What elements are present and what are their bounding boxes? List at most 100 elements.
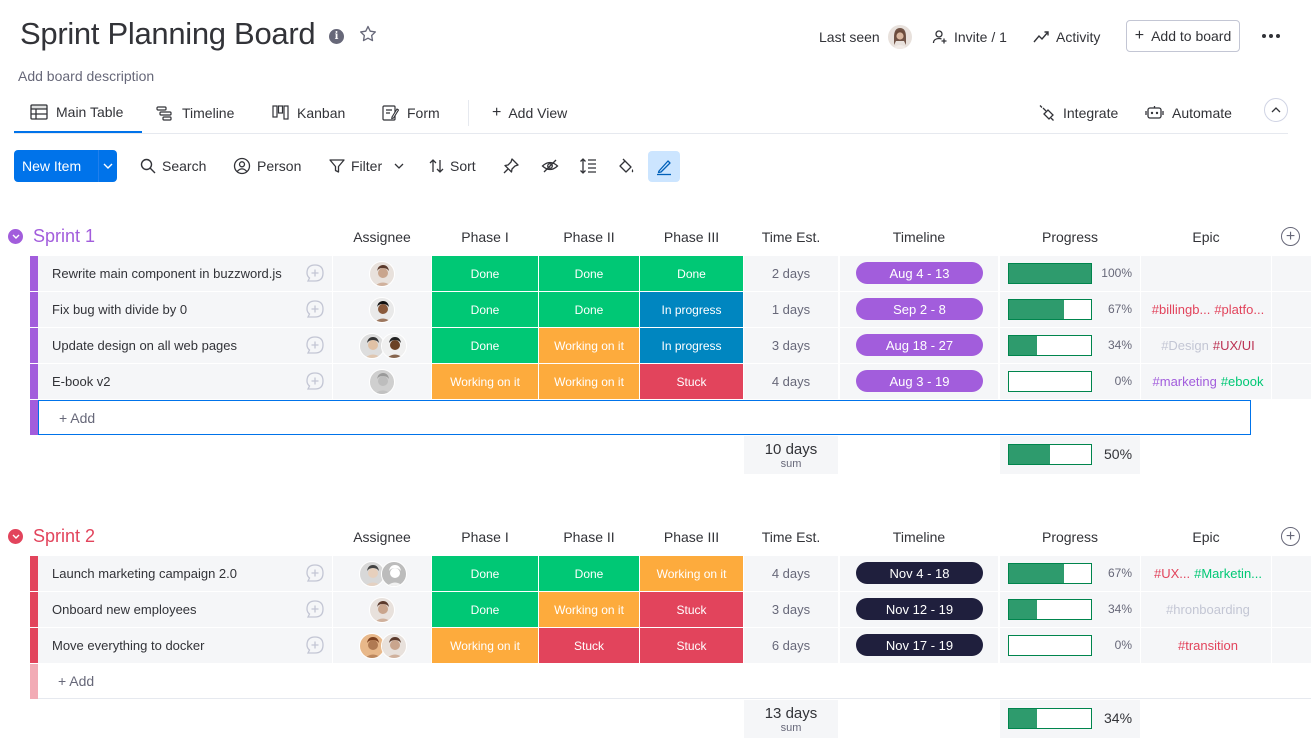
new-item-button[interactable]: New Item [14,150,117,182]
table-row[interactable]: Onboard new employees Done Working on it St… [30,592,1311,627]
color-button[interactable] [617,152,641,180]
timeline-pill[interactable]: Aug 4 - 13 [856,262,983,284]
status-cell[interactable]: Done [432,256,538,291]
add-update-icon[interactable] [305,599,325,624]
automate-button[interactable]: Automate [1145,92,1232,133]
timeline-pill[interactable]: Sep 2 - 8 [856,298,983,320]
epic-tag[interactable]: #transition [1178,638,1238,653]
status-cell[interactable]: Stuck [640,364,743,399]
add-update-icon[interactable] [305,263,325,288]
epic-tag[interactable]: #Marketin... [1194,566,1263,581]
epic-cell[interactable]: #transition [1141,628,1271,663]
assignee-cell[interactable] [333,256,431,291]
item-name[interactable]: Launch marketing campaign 2.0 [52,566,238,581]
timeline-cell[interactable]: Nov 17 - 19 [840,628,998,663]
column-header[interactable]: Phase II [563,229,615,245]
item-name-cell[interactable]: Launch marketing campaign 2.0 [38,556,332,591]
add-column-icon[interactable]: + [1281,527,1300,546]
info-icon[interactable]: i [329,29,344,44]
status-cell[interactable]: Working on it [432,628,538,663]
status-cell[interactable]: Done [432,592,538,627]
timeline-pill[interactable]: Aug 3 - 19 [856,370,983,392]
status-cell[interactable]: In progress [640,328,743,363]
column-header[interactable]: Epic [1192,529,1220,545]
epic-cell[interactable]: #hronboarding [1141,592,1271,627]
item-name-cell[interactable]: Move everything to docker [38,628,332,663]
time-estimate-cell[interactable]: 6 days [744,628,838,663]
column-header[interactable]: Phase II [563,529,615,545]
tab-kanban[interactable]: Kanban [272,92,345,133]
column-header[interactable]: Phase III [663,529,720,545]
group-title[interactable]: Sprint 1 [33,226,96,246]
column-header[interactable]: Time Est. [761,529,821,545]
timeline-cell[interactable]: Sep 2 - 8 [840,292,998,327]
tab-timeline[interactable]: Timeline [156,92,234,133]
chevron-down-icon[interactable] [8,529,23,544]
invite-button[interactable]: Invite / 1 [932,24,1007,50]
status-cell[interactable]: Done [432,292,538,327]
star-icon[interactable] [358,24,378,49]
hide-columns-button[interactable] [541,152,565,180]
status-cell[interactable]: Working on it [432,364,538,399]
table-row[interactable]: Launch marketing campaign 2.0 Done Done Wor… [30,556,1311,591]
status-cell[interactable]: Working on it [539,592,639,627]
time-estimate-cell[interactable]: 3 days [744,328,838,363]
add-item-input[interactable]: + Add [38,400,1251,435]
table-row[interactable]: Rewrite main component in buzzword.js Don… [30,256,1311,291]
group-title[interactable]: Sprint 2 [33,526,96,546]
tab-main-table[interactable]: Main Table [14,92,142,133]
assignee-cell[interactable] [333,628,431,663]
status-cell[interactable]: Working on it [539,328,639,363]
tab-form[interactable]: Form [382,92,440,133]
time-estimate-cell[interactable]: 3 days [744,592,838,627]
item-name-cell[interactable]: Fix bug with divide by 0 [38,292,332,327]
filter-button[interactable]: Filter [329,152,410,180]
epic-tag[interactable]: #Design [1161,338,1209,353]
chevron-down-icon[interactable] [8,229,23,244]
column-header[interactable]: Assignee [353,229,411,245]
time-estimate-cell[interactable]: 4 days [744,556,838,591]
add-update-icon[interactable] [305,563,325,588]
epic-tag[interactable]: #UX/UI [1212,338,1255,353]
epic-tag[interactable]: #UX... [1153,566,1191,581]
epic-tag[interactable]: #hronboarding [1166,602,1250,617]
epic-cell[interactable]: #marketing #ebook [1141,364,1271,399]
status-cell[interactable]: Stuck [640,592,743,627]
status-cell[interactable]: Working on it [640,556,743,591]
item-name[interactable]: Move everything to docker [52,638,205,653]
time-estimate-cell[interactable]: 2 days [744,256,838,291]
item-name[interactable]: Fix bug with divide by 0 [52,302,188,317]
epic-tag[interactable]: #marketing [1152,374,1217,389]
integrate-button[interactable]: Integrate [1038,92,1118,133]
timeline-pill[interactable]: Nov 12 - 19 [856,598,983,620]
item-name[interactable]: E-book v2 [52,374,111,389]
last-seen[interactable]: Last seen [819,24,912,50]
add-column-icon[interactable]: + [1281,227,1300,246]
status-cell[interactable]: Stuck [539,628,639,663]
column-header[interactable]: Progress [1041,529,1099,545]
epic-tag[interactable]: #ebook [1220,374,1264,389]
status-cell[interactable]: Done [640,256,743,291]
column-header[interactable]: Progress [1041,229,1099,245]
status-cell[interactable]: Done [432,556,538,591]
item-name-cell[interactable]: Onboard new employees [38,592,332,627]
table-row[interactable]: Move everything to docker Working on it St… [30,628,1311,663]
column-header[interactable]: Timeline [892,229,946,245]
activity-button[interactable]: Activity [1033,24,1100,50]
collapse-header-button[interactable] [1264,98,1288,122]
epic-tag[interactable]: #billingb... [1151,302,1211,317]
epic-cell[interactable]: #UX... #Marketin... [1141,556,1271,591]
add-item-input[interactable]: + Add [38,664,1311,699]
item-name-cell[interactable]: E-book v2 [38,364,332,399]
status-cell[interactable]: Stuck [640,628,743,663]
column-header[interactable]: Assignee [353,529,411,545]
more-options-icon[interactable] [1262,34,1280,38]
table-row[interactable]: Fix bug with divide by 0 Done Done In progr… [30,292,1311,327]
column-header[interactable]: Phase I [461,229,509,245]
add-update-icon[interactable] [305,299,325,324]
row-height-button[interactable] [579,152,603,180]
time-estimate-cell[interactable]: 1 days [744,292,838,327]
add-update-icon[interactable] [305,335,325,360]
item-name[interactable]: Update design on all web pages [52,338,238,353]
column-header[interactable]: Phase III [663,229,720,245]
